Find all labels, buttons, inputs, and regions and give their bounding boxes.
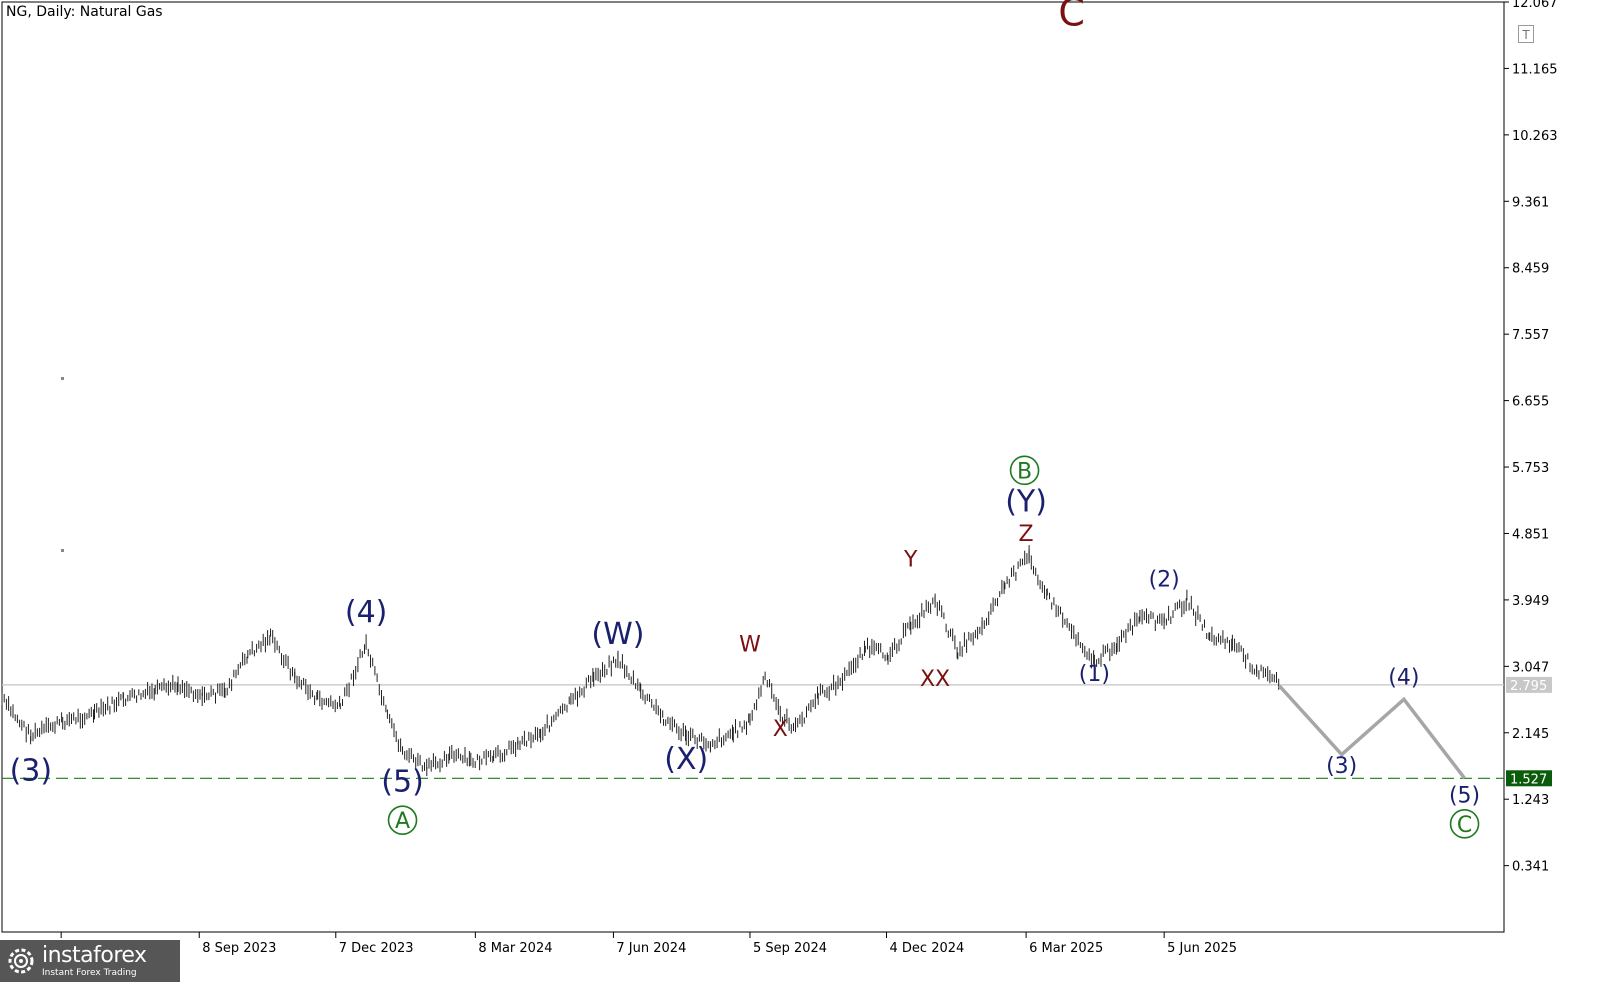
wave-label: (W) xyxy=(591,617,644,652)
wave-label: Y xyxy=(903,548,918,573)
wave-label: (5) xyxy=(1449,783,1480,808)
text-tool-button[interactable]: T xyxy=(1518,25,1534,43)
y-tick-label: 2.145 xyxy=(1512,727,1549,742)
instaforex-logo: instaforex Instant Forex Trading xyxy=(0,940,180,982)
wave-label: (3) xyxy=(10,753,53,788)
price-tag-label: 2.795 xyxy=(1510,679,1547,694)
x-tick-label: 7 Jun 2024 xyxy=(616,941,686,956)
logo-name: instaforex xyxy=(42,942,147,968)
price-bars xyxy=(1,545,1280,777)
wave-label: (3) xyxy=(1326,754,1357,779)
x-tick-label: 8 Mar 2024 xyxy=(478,941,552,956)
wave-label: (1) xyxy=(1079,662,1110,687)
marker-dot xyxy=(61,377,64,380)
chart-title: NG, Daily: Natural Gas xyxy=(6,4,163,20)
price-tag xyxy=(1506,770,1552,787)
wave-label: B xyxy=(1017,459,1032,484)
y-tick-label: 8.459 xyxy=(1512,262,1549,277)
wave-circle xyxy=(1449,809,1480,839)
wave-label: (4) xyxy=(1388,666,1419,691)
wave-label: (2) xyxy=(1149,568,1180,593)
wave-label: C xyxy=(1058,0,1085,34)
y-tick-label: 9.361 xyxy=(1512,195,1549,210)
forecast-path xyxy=(1278,684,1466,780)
x-tick-label: 4 Dec 2024 xyxy=(890,941,965,956)
wave-circle xyxy=(1009,455,1040,486)
price-tag-label: 1.527 xyxy=(1510,772,1547,787)
wave-label: (X) xyxy=(664,742,708,777)
price-tag xyxy=(1506,676,1552,693)
wave-label: X xyxy=(773,717,788,742)
y-tick-label: 3.047 xyxy=(1512,660,1549,675)
plot-frame xyxy=(1,1,1505,933)
y-tick-label: 6.655 xyxy=(1512,395,1549,410)
y-tick-label: 12.067 xyxy=(1512,0,1558,11)
y-tick-label: 11.165 xyxy=(1512,62,1558,77)
y-tick-label: 1.243 xyxy=(1512,793,1549,808)
marker-dot xyxy=(61,549,64,552)
y-tick-label: 7.557 xyxy=(1512,328,1549,343)
y-tick-label: 5.753 xyxy=(1512,461,1549,476)
wave-label: W xyxy=(739,632,761,657)
y-tick-label: 0.341 xyxy=(1512,860,1549,875)
wave-label: (5) xyxy=(381,764,424,799)
wave-label: C xyxy=(1457,813,1472,838)
wave-label: Z xyxy=(1019,522,1034,547)
y-tick-label: 4.851 xyxy=(1512,527,1549,542)
y-tick-label: 3.949 xyxy=(1512,594,1549,609)
x-tick-label: 6 Mar 2025 xyxy=(1029,941,1103,956)
y-tick-label: 10.263 xyxy=(1512,129,1558,144)
x-tick-label: 5 Jun 2025 xyxy=(1167,941,1237,956)
wave-label: (4) xyxy=(345,595,388,630)
x-tick-label: 7 Dec 2023 xyxy=(339,941,414,956)
wave-circle xyxy=(387,805,418,835)
logo-tagline: Instant Forex Trading xyxy=(42,967,137,978)
gear-logo-icon xyxy=(8,948,34,974)
x-tick-label: 8 Sep 2023 xyxy=(202,941,276,956)
wave-label: XX xyxy=(920,667,950,692)
wave-label: A xyxy=(395,809,410,834)
wave-label: (Y) xyxy=(1005,484,1047,519)
x-tick-label: 5 Sep 2024 xyxy=(753,941,827,956)
